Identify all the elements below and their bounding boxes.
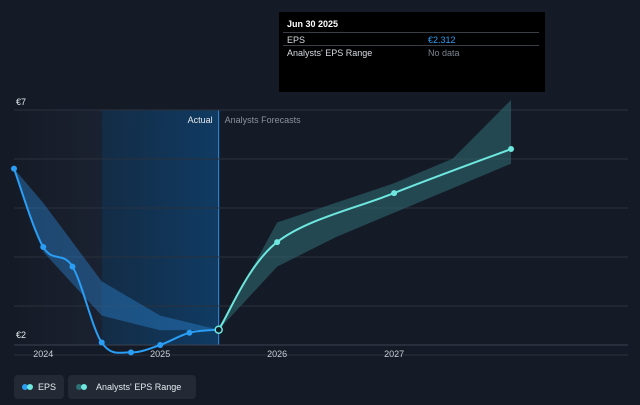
tooltip-eps-value: €2.312 xyxy=(428,35,456,45)
eps-legend-icon xyxy=(22,383,33,391)
actual-eps-point xyxy=(98,339,105,346)
tooltip: Jun 30 2025 EPS €2.312 Analysts' EPS Ran… xyxy=(279,12,545,92)
x-tick-label: 2026 xyxy=(267,349,287,359)
tooltip-date: Jun 30 2025 xyxy=(287,19,339,29)
forecast-eps-range-band xyxy=(218,100,512,330)
tooltip-eps-label: EPS xyxy=(287,35,306,45)
actual-region-label: Actual xyxy=(188,115,213,125)
tooltip-row-eps: EPS €2.312 xyxy=(283,32,539,46)
x-tick-label: 2025 xyxy=(150,349,170,359)
eps-range-legend-icon xyxy=(76,383,90,391)
legend-item-eps[interactable]: EPS xyxy=(14,375,64,399)
actual-eps-range-band xyxy=(14,168,219,331)
actual-eps-point xyxy=(157,342,164,348)
forecast-region-label: Analysts Forecasts xyxy=(225,115,302,125)
actual-eps-point xyxy=(127,349,134,356)
forecast-eps-point xyxy=(391,190,398,197)
forecast-eps-point xyxy=(274,239,281,246)
highlight-point xyxy=(214,325,223,334)
legend-item-eps-range[interactable]: Analysts' EPS Range xyxy=(68,375,196,399)
y-tick-label: €7 xyxy=(16,97,26,107)
forecast-eps-line xyxy=(217,148,512,331)
tooltip-range-label: Analysts' EPS Range xyxy=(287,48,373,58)
actual-eps-point xyxy=(11,165,17,172)
actual-eps-point xyxy=(186,329,193,336)
tooltip-row-range: Analysts' EPS Range No data xyxy=(283,45,539,59)
x-tick-label: 2027 xyxy=(384,349,404,359)
tooltip-range-value: No data xyxy=(428,48,460,58)
actual-eps-point xyxy=(40,244,47,250)
legend-eps-range-label: Analysts' EPS Range xyxy=(96,382,182,392)
y-tick-label: €2 xyxy=(16,330,26,340)
forecast-eps-point xyxy=(508,146,515,152)
x-tick-label: 2024 xyxy=(33,349,53,359)
legend-eps-label: EPS xyxy=(37,382,56,392)
actual-eps-point xyxy=(69,263,76,270)
